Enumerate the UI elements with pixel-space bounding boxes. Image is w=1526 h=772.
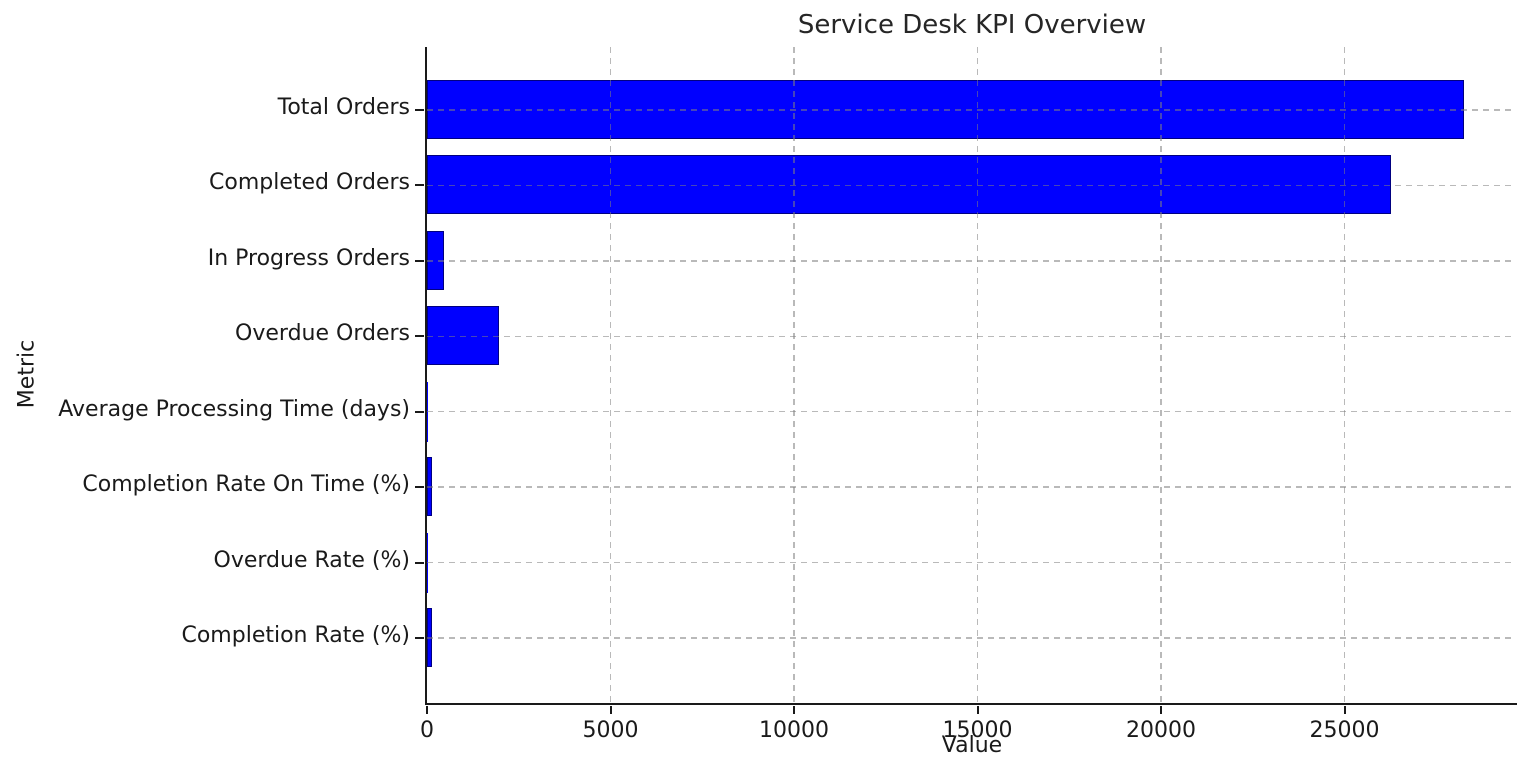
- x-tick-label: 15000: [942, 718, 1013, 743]
- x-tick-mark: [609, 706, 612, 714]
- y-category-label: Average Processing Time (days): [58, 396, 410, 422]
- x-tick-mark: [793, 706, 795, 714]
- x-tick-mark: [1343, 706, 1346, 714]
- y-tick-mark: [415, 561, 424, 564]
- x-tick-label: 5000: [582, 718, 639, 743]
- y-category-label: In Progress Orders: [207, 245, 410, 271]
- gridline-vertical: [793, 47, 795, 703]
- x-axis-label: Value: [941, 733, 1003, 758]
- gridline-horizontal: [427, 335, 1513, 338]
- y-tick-mark: [415, 184, 424, 187]
- y-tick-mark: [415, 335, 424, 338]
- x-tick-label: 20000: [1126, 718, 1196, 743]
- gridline-vertical: [609, 47, 612, 703]
- x-tick-label: 0: [420, 718, 434, 743]
- y-category-label: Completion Rate (%): [181, 623, 410, 648]
- gridline-vertical: [1160, 47, 1162, 703]
- y-tick-mark: [415, 486, 424, 489]
- gridline-horizontal: [427, 109, 1513, 111]
- y-tick-mark: [415, 410, 424, 413]
- gridline-horizontal: [427, 637, 1513, 639]
- y-axis-spine: [425, 47, 427, 705]
- gridline-horizontal: [427, 561, 1513, 564]
- x-tick-mark: [1160, 706, 1162, 714]
- y-category-label: Overdue Rate (%): [213, 547, 410, 573]
- y-tick-mark: [415, 109, 424, 111]
- y-category-label: Completed Orders: [209, 170, 410, 196]
- x-axis-spine: [425, 703, 1517, 705]
- gridline-vertical: [976, 47, 979, 703]
- y-category-label: Total Orders: [277, 95, 410, 120]
- y-axis-label: Metric: [14, 339, 40, 409]
- gridline-horizontal: [427, 486, 1513, 488]
- x-tick-label: 10000: [759, 718, 829, 743]
- gridline-horizontal: [427, 184, 1513, 187]
- x-tick-mark: [426, 706, 428, 714]
- x-tick-label: 25000: [1309, 718, 1380, 743]
- y-category-label: Completion Rate On Time (%): [82, 472, 410, 498]
- y-tick-mark: [415, 259, 424, 262]
- gridline-horizontal: [427, 260, 1513, 262]
- chart-title: Service Desk KPI Overview: [797, 10, 1147, 40]
- gridline-vertical: [1343, 47, 1346, 703]
- y-tick-mark: [415, 637, 424, 639]
- y-category-label: Overdue Orders: [235, 321, 410, 347]
- gridline-horizontal: [427, 410, 1513, 413]
- x-tick-mark: [976, 706, 979, 714]
- plot-area: Total Orders Completed Orders In Progress …: [58, 47, 1517, 743]
